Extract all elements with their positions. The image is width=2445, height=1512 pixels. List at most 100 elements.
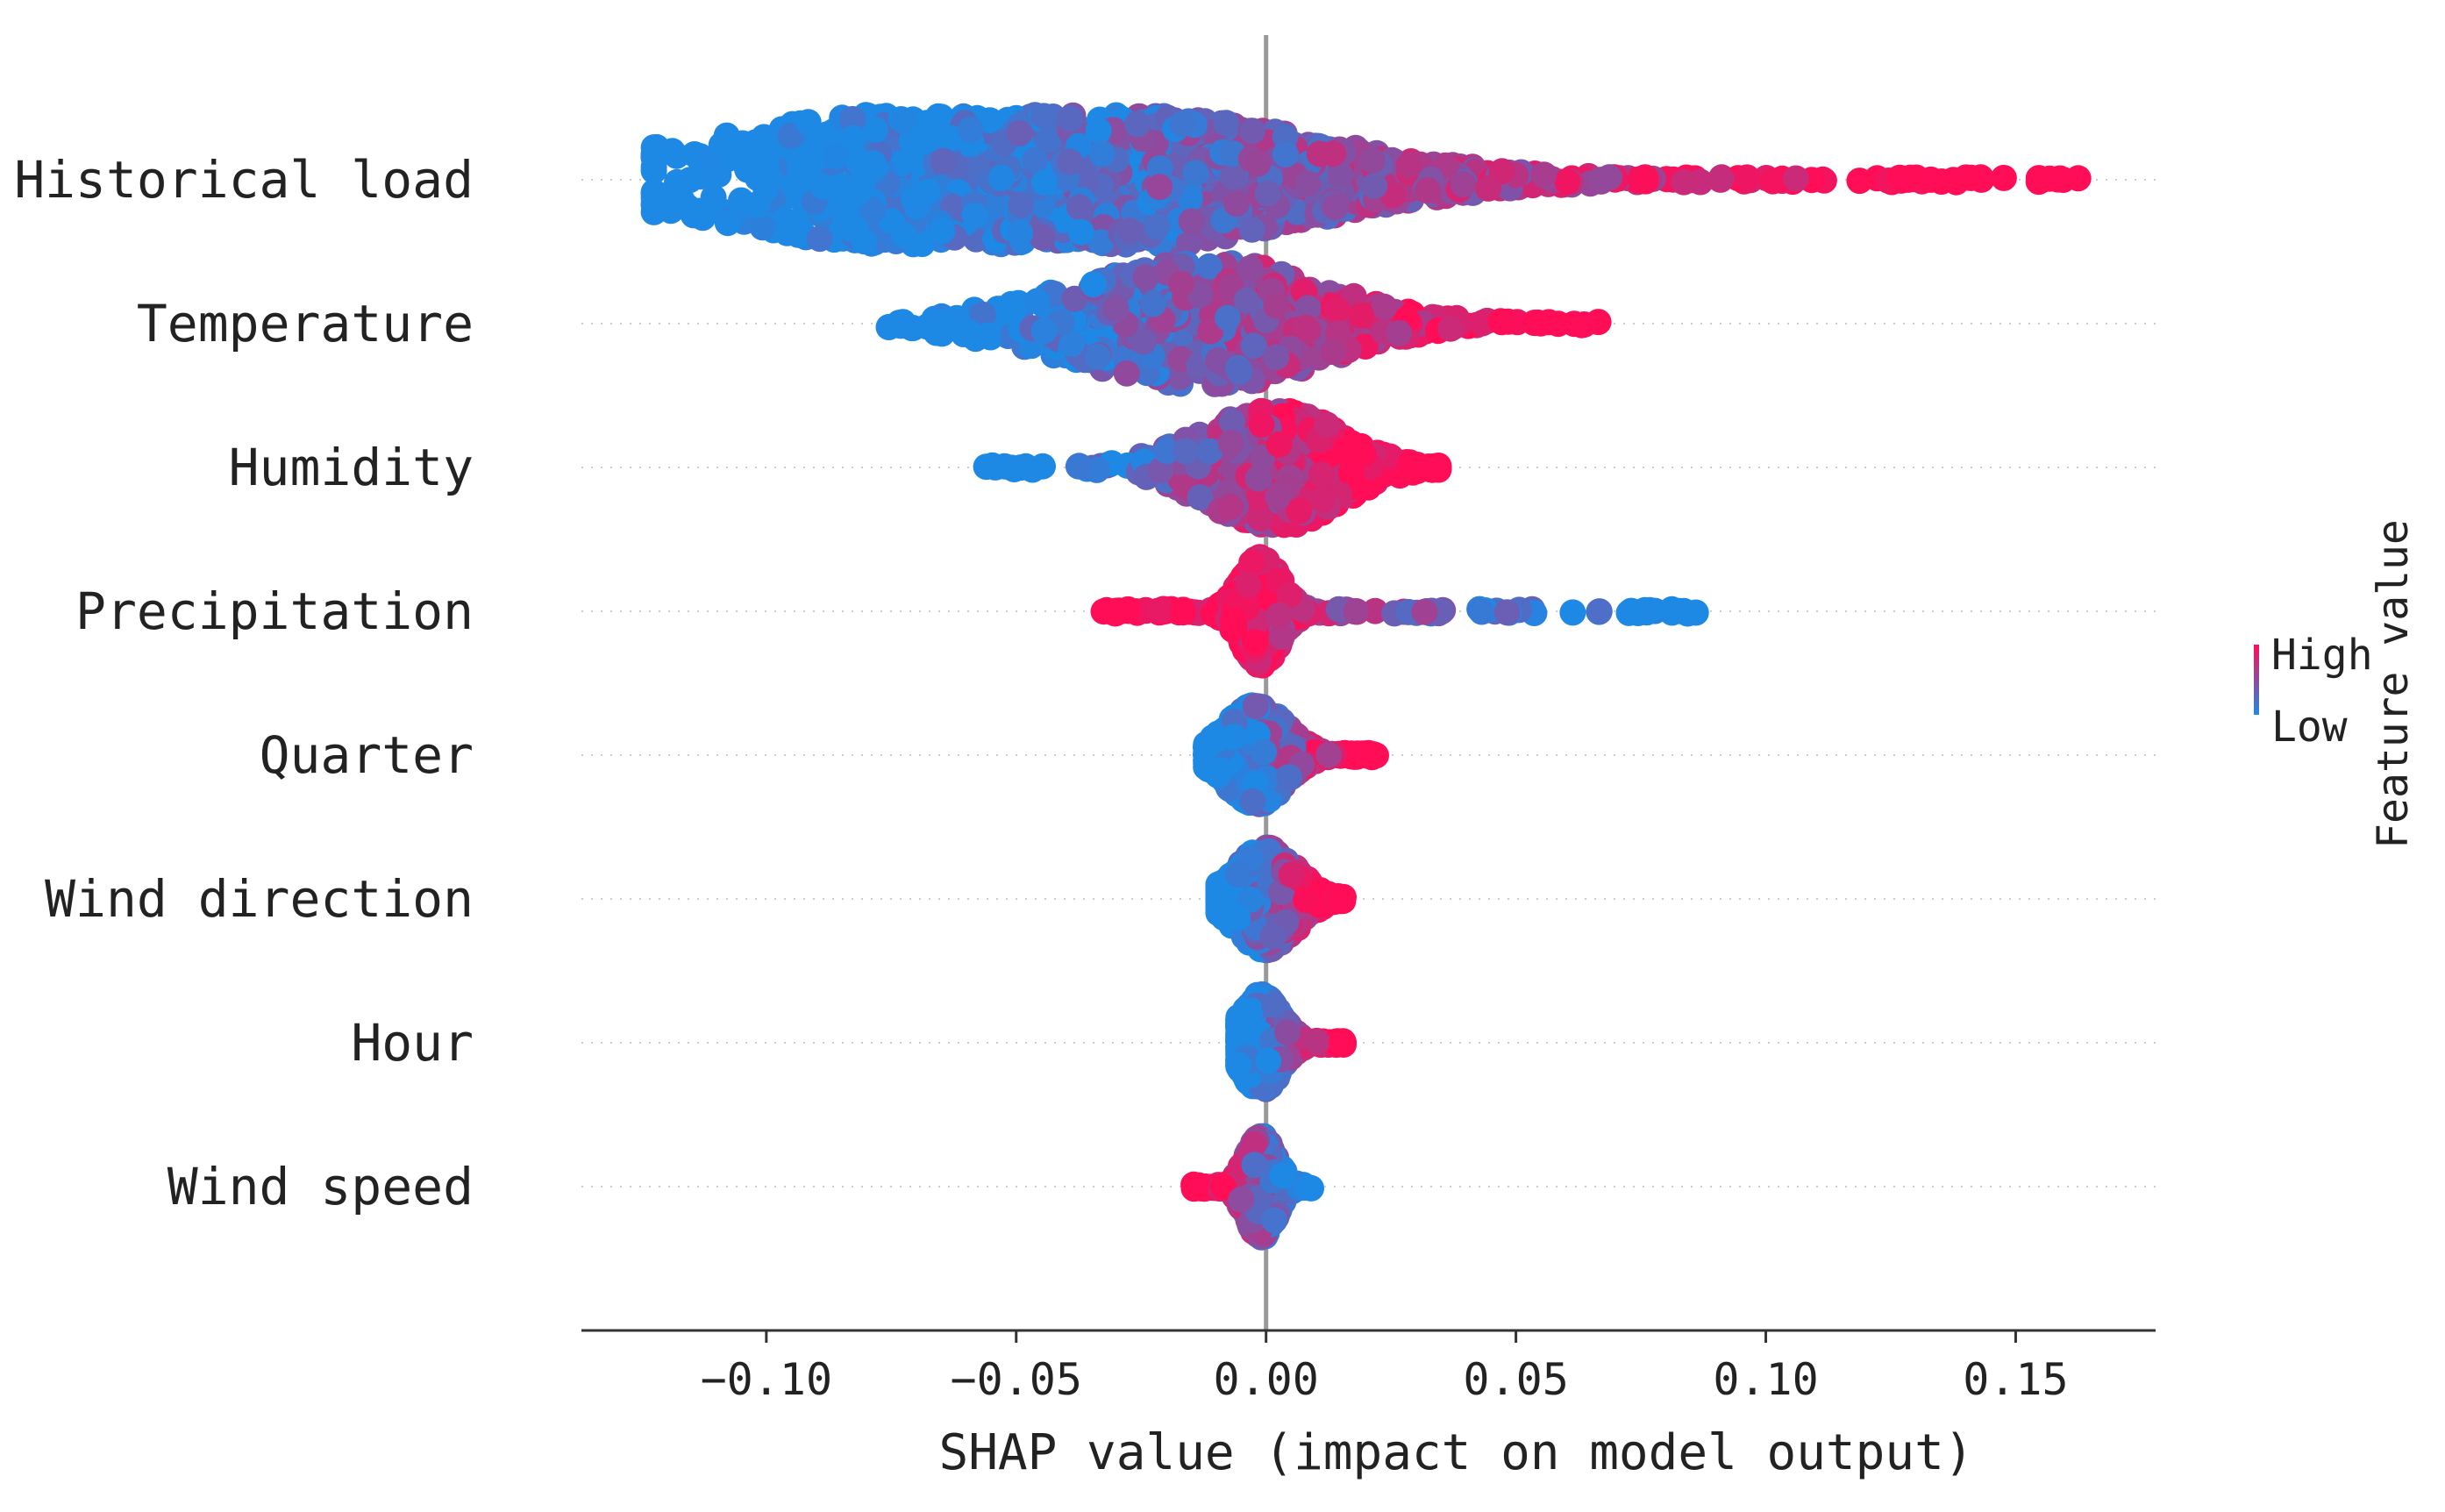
shap-point (1238, 549, 1265, 576)
shap-point (962, 325, 989, 353)
shap-point (1559, 599, 1586, 626)
shap-point (1007, 220, 1034, 246)
shap-point (1671, 598, 1698, 625)
shap-point (851, 228, 878, 255)
shap-point (1008, 191, 1035, 218)
shap-point (714, 210, 741, 237)
shap-point (981, 453, 1009, 481)
shap-point (795, 109, 822, 136)
shap-point (1248, 411, 1275, 439)
shap-point (1066, 453, 1093, 480)
shap-point (1102, 600, 1129, 627)
shap-point (1168, 270, 1195, 297)
shap-point (1475, 175, 1502, 202)
shap-point (1618, 597, 1644, 624)
shap-point (1571, 311, 1598, 338)
shap-point (957, 116, 984, 143)
shap-point (851, 164, 877, 191)
shap-point (1309, 486, 1337, 513)
shap-point (1315, 741, 1343, 768)
shap-point (1029, 224, 1056, 251)
shap-point (1586, 598, 1613, 625)
shap-point (1196, 731, 1223, 758)
shap-point (1957, 164, 1985, 191)
shap-point (1213, 110, 1240, 137)
shap-point (640, 179, 667, 205)
shap-point (1057, 105, 1084, 132)
shap-point (889, 309, 916, 336)
shap-point (929, 320, 956, 347)
shap-point (1088, 140, 1116, 168)
shap-point (1322, 194, 1349, 221)
shap-point (1031, 169, 1058, 196)
shap-point (861, 116, 888, 143)
shap-point (1263, 292, 1290, 319)
shap-point (1587, 167, 1615, 194)
shap-point (1224, 860, 1251, 888)
shap-point (1113, 360, 1140, 387)
shap-point (1707, 166, 1735, 192)
shap-point (1415, 177, 1441, 203)
shap-point (1182, 160, 1209, 187)
shap-point (1359, 146, 1386, 174)
shap-point (1759, 168, 1786, 195)
shap-point (738, 137, 765, 164)
shap-point (1278, 861, 1305, 888)
shap-point (1323, 296, 1351, 323)
shap-point (1066, 194, 1093, 221)
shap-point (1237, 254, 1264, 282)
shap-point (1386, 319, 1413, 346)
shap-point (1238, 216, 1265, 243)
shap-point (1006, 120, 1033, 147)
shap-point (1265, 602, 1293, 629)
shap-point (1239, 118, 1266, 145)
shap-point (1240, 332, 1267, 360)
shap-point (1359, 742, 1386, 769)
shap-point (744, 191, 771, 218)
shap-point (1207, 757, 1234, 784)
shap-point (806, 225, 833, 253)
shap-point (1782, 165, 1809, 192)
shap-point (1222, 190, 1250, 217)
shap-point (1169, 111, 1196, 138)
shap-point (809, 173, 837, 200)
shap-point (1132, 264, 1159, 291)
shap-point (1023, 288, 1051, 315)
shap-point (1293, 887, 1320, 914)
shap-point (1030, 317, 1058, 345)
shap-point (1313, 411, 1340, 439)
shap-point (1251, 738, 1277, 766)
shap-point (1276, 764, 1303, 791)
shap-point (1348, 302, 1375, 329)
shap-point (1139, 290, 1166, 317)
shap-point (1239, 788, 1266, 815)
shap-point (1214, 304, 1241, 332)
shap-point (1217, 430, 1244, 456)
shap-point (1343, 598, 1370, 624)
shap-point (1632, 167, 1659, 193)
shap-point (814, 121, 840, 148)
shap-point (749, 214, 776, 241)
shap-point (1990, 164, 2017, 191)
shap-point (757, 166, 784, 193)
shap-point (1411, 598, 1438, 625)
shap-point (1734, 164, 1761, 191)
shap-point (1235, 572, 1262, 598)
shap-point (1530, 161, 1558, 189)
shap-point (1468, 598, 1495, 625)
shap-point (1067, 218, 1094, 246)
shap-point (988, 164, 1015, 191)
shap-point (1263, 344, 1290, 371)
shap-point (1178, 208, 1205, 235)
shap-point (1347, 438, 1374, 465)
shap-point (961, 202, 988, 229)
shap-point (890, 222, 917, 249)
shap-point (1123, 111, 1151, 138)
shap-point (1928, 168, 1955, 195)
shap-point (1450, 171, 1477, 198)
shap-point (1544, 310, 1572, 338)
shap-point (1219, 607, 1246, 634)
shap-point (1172, 438, 1199, 465)
shap-point (1294, 170, 1322, 197)
